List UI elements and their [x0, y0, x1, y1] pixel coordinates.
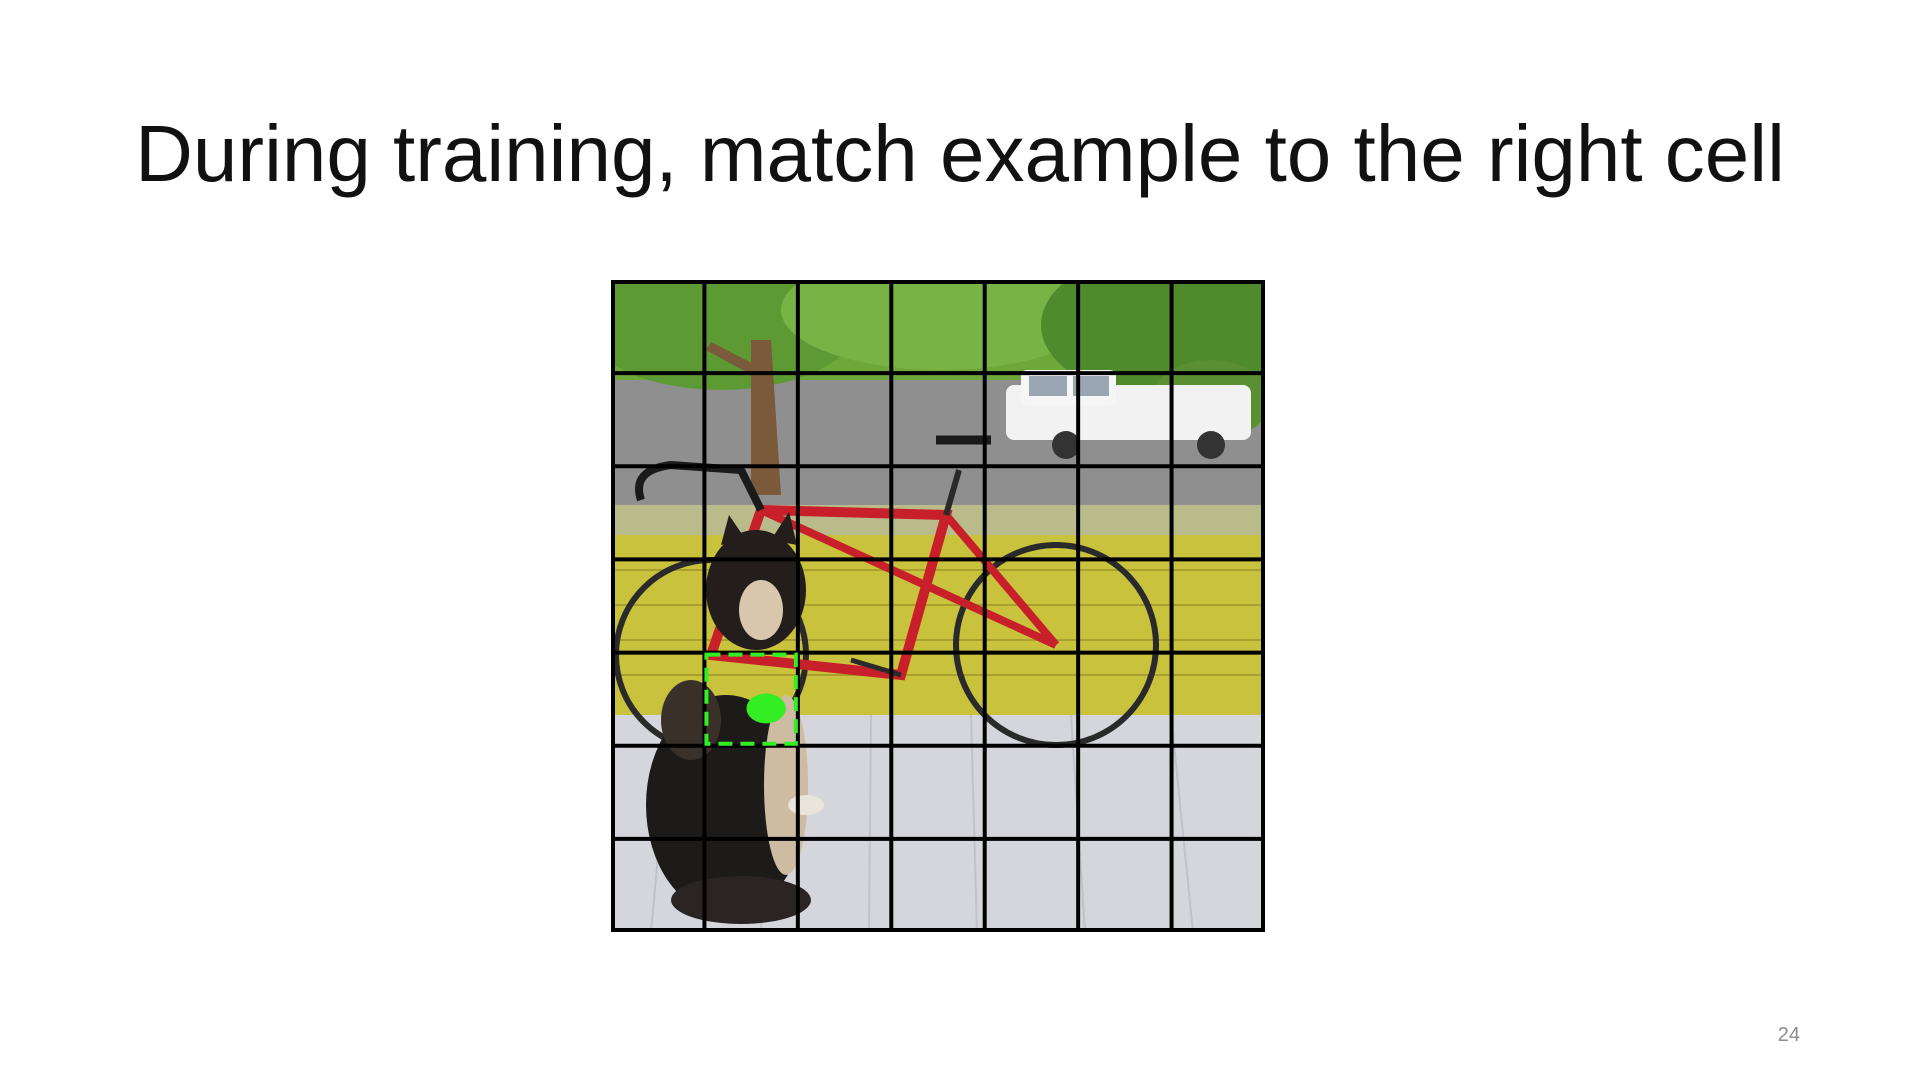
grid-overlay-figure	[611, 280, 1265, 932]
object-center-marker	[746, 693, 786, 724]
highlight-cell-border	[704, 652, 798, 746]
photo-scene	[611, 280, 1265, 932]
truck-icon	[1006, 370, 1251, 459]
page-number: 24	[1777, 1024, 1800, 1046]
grid-lines	[611, 280, 1265, 932]
highlighted-cell	[704, 652, 798, 746]
slide-title: During training, match example to the ri…	[135, 109, 1785, 198]
